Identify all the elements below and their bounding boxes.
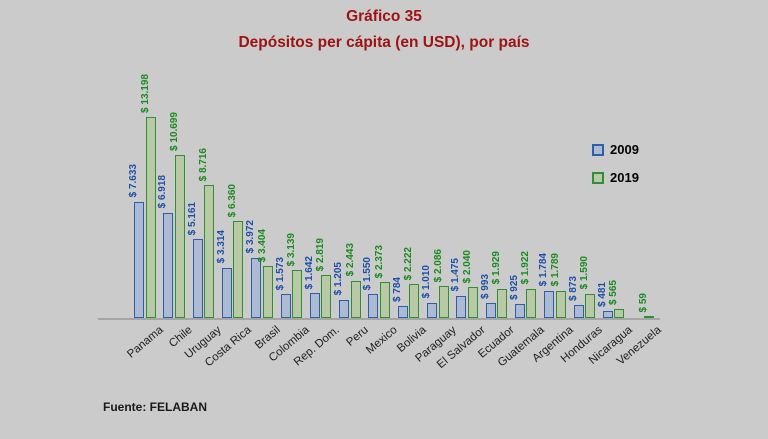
value-label-2009-paraguay: $ 1.010: [421, 265, 432, 299]
bar-2019-el-salvador: [467, 286, 478, 318]
bar-2009-rep-dom: [309, 293, 320, 318]
legend-swatch-2019: [592, 171, 604, 184]
legend-swatch-2009: [592, 143, 604, 156]
bar-2019-ecuador: [497, 288, 508, 318]
value-label-2019-guatemala: $ 1.922: [520, 251, 532, 285]
value-label-2009-colombia: $ 1.573: [274, 256, 286, 291]
bar-2009-el-salvador: [456, 295, 467, 318]
bar-2009-peru: [339, 299, 350, 318]
bar-2009-bolivia: [397, 306, 408, 318]
source-note: Fuente: FELABAN: [103, 400, 207, 414]
bar-2009-uruguay: [192, 239, 203, 318]
title-block: Gráfico 35 Depósitos per cápita (en USD)…: [0, 8, 768, 52]
bar-2009-ecuador: [485, 302, 496, 318]
value-label-2009-honduras: $ 873: [567, 275, 579, 301]
chart-subtitle: Depósitos per cápita (en USD), por país: [238, 34, 530, 51]
bar-2019-uruguay: [204, 185, 215, 318]
value-label-2019-venezuela: $ 59: [637, 292, 649, 312]
value-label-2009-brasil: $ 3.972: [245, 220, 257, 254]
bar-2019-nicaragua: [614, 309, 625, 318]
bar-2019-chile: [174, 155, 185, 318]
bar-2009-nicaragua: [602, 310, 613, 318]
bar-2009-costa-rica: [221, 267, 232, 318]
bar-2019-mexico: [379, 281, 390, 318]
bar-2019-bolivia: [409, 284, 420, 318]
bar-2009-chile: [163, 212, 174, 318]
value-label-2009-mexico: $ 1.550: [362, 257, 374, 291]
bar-2009-paraguay: [427, 302, 437, 318]
legend-label-2009: 2009: [610, 142, 639, 157]
bar-2009-argentina: [544, 290, 555, 318]
value-label-2009-costa-rica: $ 3.314: [215, 230, 227, 264]
bar-2019-venezuela: [643, 316, 654, 318]
bar-2019-brasil: [262, 266, 273, 318]
value-label-2019-uruguay: $ 8.716: [198, 147, 210, 182]
bar-2019-honduras: [585, 293, 595, 318]
value-label-2009-rep-dom: $ 1.642: [303, 255, 315, 289]
bar-2019-colombia: [292, 270, 302, 318]
value-label-2009-guatemala: $ 925: [508, 274, 520, 300]
value-label-2009-ecuador: $ 993: [479, 273, 491, 299]
value-label-2009-uruguay: $ 5.161: [186, 202, 198, 236]
value-label-2009-panama: $ 7.633: [128, 164, 139, 198]
bar-2019-rep-dom: [321, 275, 332, 318]
value-label-2009-nicaragua: $ 481: [596, 281, 608, 307]
value-label-2019-bolivia: $ 2.222: [403, 246, 415, 281]
value-label-2009-el-salvador: $ 1.475: [450, 258, 462, 292]
bar-2019-peru: [350, 280, 361, 318]
value-label-2019-colombia: $ 3.139: [286, 232, 297, 267]
value-label-2019-mexico: $ 2.373: [373, 244, 385, 278]
bar-2009-mexico: [368, 294, 379, 318]
value-label-2019-panama: $ 13.198: [139, 74, 151, 113]
value-label-2019-chile: $ 10.699: [168, 112, 180, 152]
bar-2009-honduras: [573, 304, 584, 318]
value-label-2019-costa-rica: $ 6.360: [227, 183, 239, 218]
legend-label-2019: 2019: [610, 170, 639, 185]
value-label-2009-bolivia: $ 784: [391, 277, 403, 303]
value-label-2019-brasil: $ 3.404: [256, 228, 268, 263]
chart-title: Gráfico 35: [346, 8, 422, 25]
bar-2019-panama: [145, 117, 156, 318]
value-label-2019-el-salvador: $ 2.040: [461, 249, 473, 283]
bar-2019-guatemala: [526, 288, 537, 318]
x-axis-line: [98, 318, 660, 320]
legend-item-2009: 2009: [592, 142, 639, 157]
bar-2009-brasil: [251, 257, 262, 318]
value-label-2009-peru: $ 1.205: [333, 262, 345, 296]
legend-item-2019: 2019: [592, 170, 639, 185]
value-label-2019-nicaragua: $ 565: [608, 280, 620, 306]
value-label-2019-peru: $ 2.443: [344, 243, 356, 277]
bar-2019-argentina: [555, 290, 566, 318]
bar-2019-costa-rica: [233, 221, 244, 318]
value-label-2019-ecuador: $ 1.929: [491, 251, 503, 285]
value-label-2009-argentina: $ 1.784: [538, 253, 550, 287]
legend: 2009 2019: [592, 142, 639, 185]
value-label-2019-honduras: $ 1.590: [579, 256, 590, 290]
value-label-2009-chile: $ 6.918: [157, 175, 169, 209]
value-label-2019-paraguay: $ 2.086: [432, 248, 444, 283]
bar-2019-paraguay: [438, 286, 449, 318]
bar-2009-guatemala: [514, 303, 525, 318]
value-label-2019-rep-dom: $ 2.819: [315, 237, 327, 272]
bar-2009-panama: [134, 201, 144, 318]
value-label-2019-argentina: $ 1.789: [549, 253, 561, 287]
bar-2009-colombia: [280, 294, 291, 318]
